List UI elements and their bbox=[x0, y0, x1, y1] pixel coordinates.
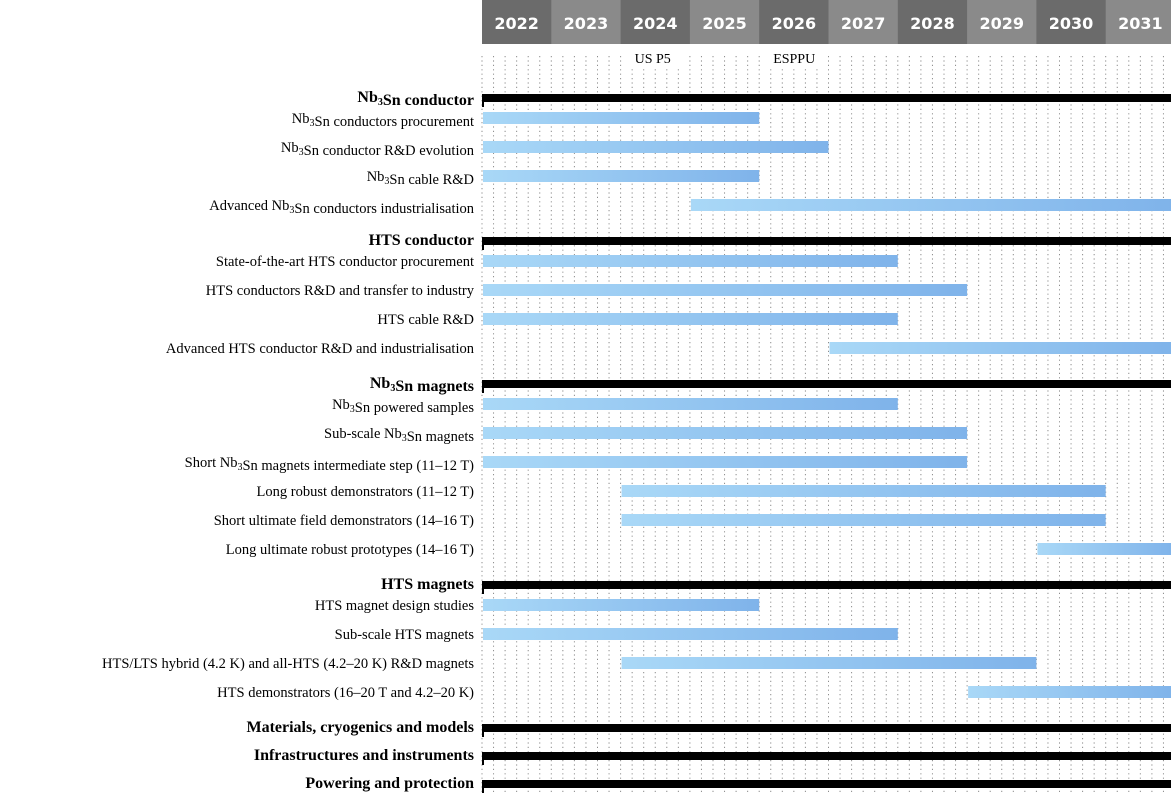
task-bar-short-nb3sn-magnets-intermediate-step-11-12-t bbox=[483, 456, 968, 468]
task-bar-long-ultimate-robust-prototypes-14-16-t bbox=[1037, 543, 1171, 555]
task-bar-hts-conductors-r-d-and-transfer-to-industry bbox=[483, 284, 968, 296]
task-bar-sub-scale-nb3sn-magnets bbox=[483, 427, 968, 439]
group-label-materials-cryogenics-and-models: Materials, cryogenics and models bbox=[246, 719, 474, 736]
year-cell bbox=[551, 0, 622, 44]
task-bar-advanced-hts-conductor-r-d-and-industrialisation bbox=[829, 342, 1171, 354]
task-label-advanced-hts-conductor-r-d-and-industrialisation: Advanced HTS conductor R&D and industria… bbox=[166, 341, 475, 357]
gantt-rows: Nb3Sn conductor Nb3Sn conductors procurem… bbox=[102, 89, 1171, 793]
task-bar-hts-demonstrators-16-20-t-and-4-2-20-k bbox=[968, 686, 1171, 698]
task-bar-long-robust-demonstrators-11-12-t bbox=[621, 485, 1106, 497]
task-label-state-of-the-art-hts-conductor-procurement: State-of-the-art HTS conductor procureme… bbox=[216, 254, 474, 270]
group-bar-hts-conductor bbox=[483, 237, 1171, 245]
task-label-hts-magnet-design-studies: HTS magnet design studies bbox=[315, 598, 474, 614]
year-label: 2025 bbox=[702, 14, 747, 33]
task-label-hts-conductors-r-d-and-transfer-to-industry: HTS conductors R&D and transfer to indus… bbox=[206, 283, 475, 299]
year-label: 2028 bbox=[910, 14, 955, 33]
group-label-nb3sn-conductor: Nb3Sn conductor bbox=[357, 89, 474, 109]
year-cell bbox=[620, 0, 691, 44]
task-label-short-nb3sn-magnets-intermediate-step-11-12-t: Short Nb3Sn magnets intermediate step (1… bbox=[185, 455, 474, 474]
task-label-long-ultimate-robust-prototypes-14-16-t: Long ultimate robust prototypes (14–16 T… bbox=[226, 542, 474, 558]
milestone-box bbox=[760, 44, 828, 66]
year-cell bbox=[759, 0, 829, 44]
milestone-us-p5: US P5 bbox=[635, 52, 671, 67]
task-label-sub-scale-nb3sn-magnets: Sub-scale Nb3Sn magnets bbox=[324, 426, 474, 445]
group-label-infrastructures-and-instruments: Infrastructures and instruments bbox=[254, 747, 474, 764]
year-label: 2026 bbox=[772, 14, 817, 33]
task-bar-hts-lts-hybrid-4-2-k-and-all-hts-4-2-20-k-r-d-magnets bbox=[621, 657, 1037, 669]
task-bar-sub-scale-hts-magnets bbox=[483, 628, 898, 640]
year-label: 2022 bbox=[494, 14, 539, 33]
year-cell bbox=[1036, 0, 1107, 44]
task-bar-advanced-nb3sn-conductors-industrialisation bbox=[690, 199, 1171, 211]
group-bar-nb3sn-conductor bbox=[483, 94, 1171, 102]
year-label: 2024 bbox=[633, 14, 678, 33]
task-bar-nb3sn-cable-r-d bbox=[483, 170, 760, 182]
milestone-box bbox=[621, 44, 689, 66]
year-cell bbox=[689, 0, 760, 44]
task-label-nb3sn-powered-samples: Nb3Sn powered samples bbox=[332, 397, 474, 416]
group-bar-powering-and-protection bbox=[483, 780, 1171, 788]
task-bar-hts-magnet-design-studies bbox=[483, 599, 760, 611]
group-bar-materials-cryogenics-and-models bbox=[483, 724, 1171, 732]
task-label-long-robust-demonstrators-11-12-t: Long robust demonstrators (11–12 T) bbox=[257, 484, 475, 500]
group-label-powering-and-protection: Powering and protection bbox=[305, 775, 474, 792]
group-bar-infrastructures-and-instruments bbox=[483, 752, 1171, 760]
task-bar-nb3sn-powered-samples bbox=[483, 398, 898, 410]
year-cell bbox=[967, 0, 1037, 44]
task-label-hts-lts-hybrid-4-2-k-and-all-hts-4-2-20-k-r-d-magnets: HTS/LTS hybrid (4.2 K) and all-HTS (4.2–… bbox=[102, 656, 474, 672]
year-header: 2022 2023 2024 2025 2026 2027 2028 2029 2030 2031 bbox=[482, 0, 1171, 44]
grid-lines bbox=[481, 56, 1164, 792]
task-label-hts-demonstrators-16-20-t-and-4-2-20-k: HTS demonstrators (16–20 T and 4.2–20 K) bbox=[217, 685, 474, 701]
task-bar-short-ultimate-field-demonstrators-14-16-t bbox=[621, 514, 1106, 526]
year-cell bbox=[1105, 0, 1171, 44]
task-bar-hts-cable-r-d bbox=[483, 313, 898, 325]
year-label: 2023 bbox=[564, 14, 609, 33]
group-label-hts-magnets: HTS magnets bbox=[381, 576, 474, 593]
year-label: 2027 bbox=[841, 14, 886, 33]
task-label-nb3sn-conductors-procurement: Nb3Sn conductors procurement bbox=[292, 111, 474, 130]
group-bar-hts-magnets bbox=[483, 581, 1171, 589]
year-label: 2031 bbox=[1118, 14, 1163, 33]
milestones: US P5 ESPPU bbox=[621, 44, 828, 67]
task-label-nb3sn-cable-r-d: Nb3Sn cable R&D bbox=[367, 169, 474, 188]
task-label-short-ultimate-field-demonstrators-14-16-t: Short ultimate field demonstrators (14–1… bbox=[214, 513, 474, 529]
year-cell bbox=[897, 0, 968, 44]
year-cell bbox=[828, 0, 899, 44]
year-cell bbox=[482, 0, 552, 44]
group-label-hts-conductor: HTS conductor bbox=[369, 232, 474, 249]
group-bar-nb3sn-magnets bbox=[483, 380, 1171, 388]
year-label: 2029 bbox=[979, 14, 1024, 33]
task-bar-state-of-the-art-hts-conductor-procurement bbox=[483, 255, 898, 267]
task-bar-nb3sn-conductor-r-d-evolution bbox=[483, 141, 829, 153]
task-label-hts-cable-r-d: HTS cable R&D bbox=[377, 312, 474, 328]
task-bar-nb3sn-conductors-procurement bbox=[483, 112, 760, 124]
milestone-esppu: ESPPU bbox=[773, 52, 815, 67]
task-label-advanced-nb3sn-conductors-industrialisation: Advanced Nb3Sn conductors industrialisat… bbox=[209, 198, 475, 217]
year-label: 2030 bbox=[1049, 14, 1094, 33]
task-label-nb3sn-conductor-r-d-evolution: Nb3Sn conductor R&D evolution bbox=[281, 140, 475, 159]
task-label-sub-scale-hts-magnets: Sub-scale HTS magnets bbox=[335, 627, 475, 643]
group-label-nb3sn-magnets: Nb3Sn magnets bbox=[370, 375, 474, 395]
